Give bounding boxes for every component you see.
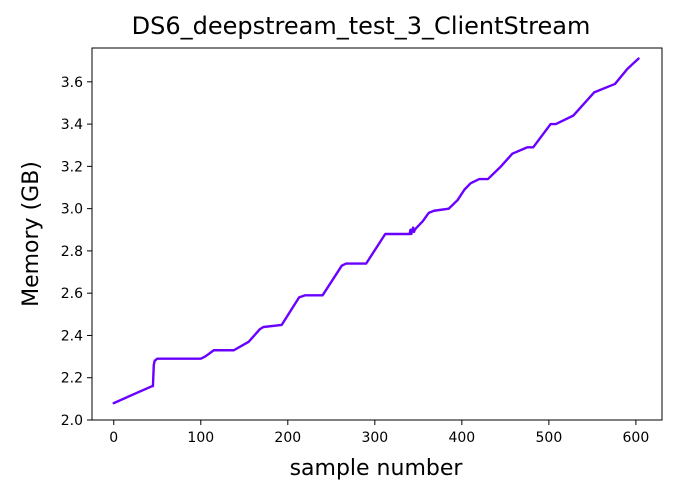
y-tick-label: 3.6 xyxy=(61,75,83,91)
x-axis: 0 100 200 300 400 500 600 xyxy=(109,420,649,446)
x-tick-label: 500 xyxy=(536,430,563,446)
x-axis-title: sample number xyxy=(290,456,464,481)
y-axis-title: Memory (GB) xyxy=(19,161,44,307)
y-tick-label: 3.0 xyxy=(61,202,83,218)
x-tick-label: 400 xyxy=(448,430,475,446)
x-tick-label: 600 xyxy=(623,430,650,446)
series-layer xyxy=(112,57,640,405)
x-tick-label: 300 xyxy=(361,430,388,446)
y-tick-label: 2.4 xyxy=(61,328,83,344)
x-tick-label: 200 xyxy=(274,430,301,446)
y-tick-label: 2.8 xyxy=(61,244,83,260)
y-tick-label: 2.2 xyxy=(61,371,83,387)
series-line-0 xyxy=(112,57,640,405)
plot-area xyxy=(91,47,663,421)
y-tick-label: 3.4 xyxy=(61,117,83,133)
x-tick-label: 0 xyxy=(109,430,118,446)
x-tick-label: 100 xyxy=(187,430,214,446)
y-axis: 2.0 2.2 2.4 2.6 2.8 3.0 3.2 3.4 3.6 xyxy=(61,75,92,429)
y-tick-label: 2.6 xyxy=(61,286,83,302)
y-tick-label: 2.0 xyxy=(61,413,83,429)
y-tick-label: 3.2 xyxy=(61,159,83,175)
chart-title: DS6_deepstream_test_3_ClientStream xyxy=(132,12,591,40)
